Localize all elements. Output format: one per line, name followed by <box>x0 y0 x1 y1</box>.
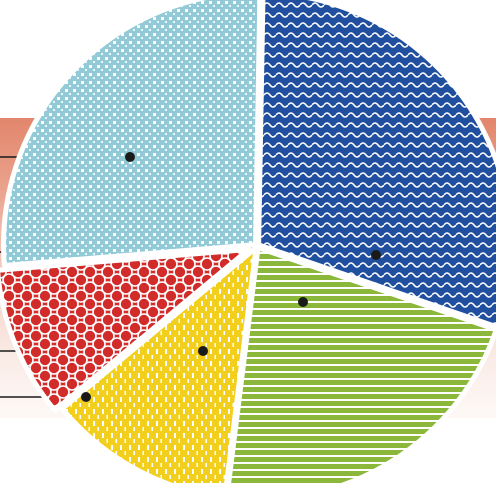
leader-dot <box>371 250 381 260</box>
pie-slice <box>226 245 496 483</box>
leader-dot <box>81 392 91 402</box>
leader-dot <box>298 297 308 307</box>
pie-slice <box>0 246 252 413</box>
pie-slice <box>1 0 263 269</box>
leader-dots <box>81 152 381 402</box>
leader-dot <box>198 346 208 356</box>
leader-dot <box>125 152 135 162</box>
pie-slice <box>256 0 496 330</box>
pie-slice <box>59 245 259 483</box>
